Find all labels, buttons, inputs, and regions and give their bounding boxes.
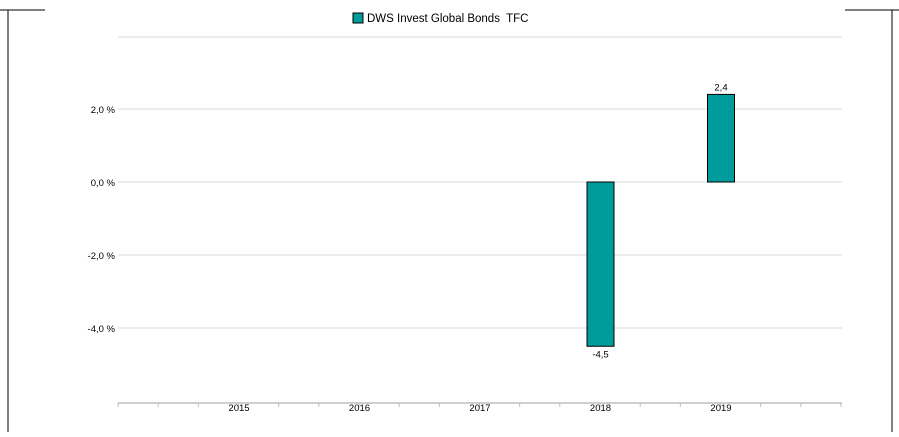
y-tick-label: -2,0 % [88,251,116,262]
y-tick-label: 0,0 % [91,178,116,189]
x-tick-label: 2018 [590,403,611,414]
x-axis [117,402,842,407]
data-label-2018: -4,5 [592,349,608,360]
y-tick-label: 2,0 % [91,105,116,116]
y-tick-label: -4,0 % [88,324,116,335]
x-tick-label: 2017 [469,403,490,414]
x-tick-label: 2015 [228,403,249,414]
data-label-2019: 2,4 [714,82,727,93]
legend: DWS Invest Global Bonds TFC [352,12,528,25]
grid-layer [118,36,842,329]
bar-layer [586,93,735,347]
legend-label: DWS Invest Global Bonds TFC [367,13,528,25]
legend-swatch [352,12,364,24]
bar-2018 [586,181,615,347]
x-tick-label: 2019 [710,403,731,414]
x-tick-label: 2016 [349,403,370,414]
bar-2019 [707,93,735,183]
label-layer: 2,0 % 0,0 % -2,0 % -4,0 % 2015 2016 2017 2018 20… [88,82,732,414]
